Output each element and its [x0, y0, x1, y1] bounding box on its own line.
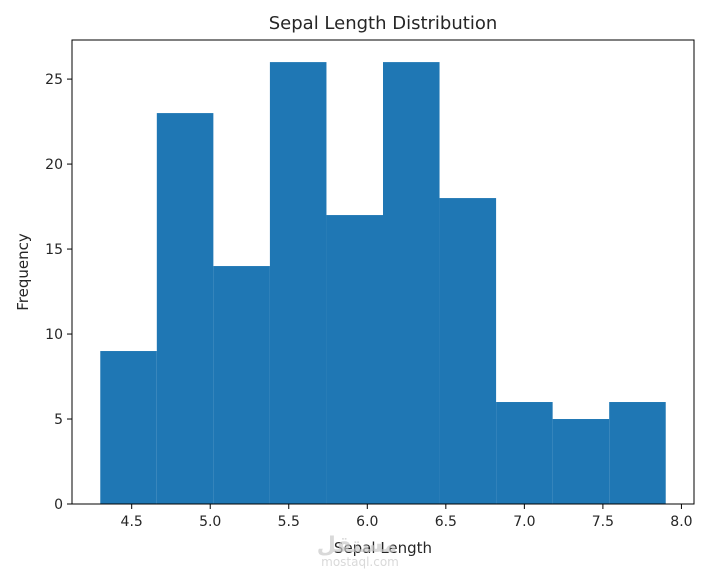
x-axis: 4.5 5.0 5.5 6.0 6.5 7.0 7.5 8.0	[121, 504, 693, 530]
y-tick-label: 0	[54, 497, 63, 513]
x-tick-label: 5.0	[199, 514, 221, 530]
histogram-bar	[326, 215, 383, 505]
x-tick-label: 6.5	[435, 514, 457, 530]
watermark-logo: مستقل	[317, 533, 397, 558]
x-tick-label: 7.0	[513, 514, 535, 530]
y-tick-label: 10	[45, 327, 63, 343]
y-tick-label: 20	[45, 157, 63, 173]
watermark: مستقل mostaql.com	[317, 533, 399, 569]
watermark-url: mostaql.com	[321, 555, 399, 569]
histogram-bar	[269, 62, 327, 504]
histogram-bar	[496, 402, 553, 504]
y-tick-label: 15	[45, 242, 63, 258]
chart-title: Sepal Length Distribution	[269, 13, 498, 34]
x-tick-label: 5.5	[278, 514, 300, 530]
histogram-bar	[156, 113, 214, 504]
histogram-bar	[213, 266, 270, 504]
histogram-bar	[439, 198, 497, 505]
plot-frame	[71, 39, 695, 505]
histogram-bar	[383, 62, 440, 504]
bars-group	[100, 62, 666, 505]
histogram-bar	[100, 351, 157, 504]
x-tick-label: 6.0	[356, 514, 378, 530]
y-tick-label: 25	[45, 72, 63, 88]
x-tick-label: 8.0	[670, 514, 692, 530]
x-tick-label: 7.5	[592, 514, 614, 530]
y-axis: 0 5 10 15 20 25	[45, 72, 72, 513]
y-tick-label: 5	[54, 412, 63, 428]
histogram-bar	[552, 419, 610, 504]
x-axis-title: Sepal Length	[334, 539, 432, 557]
y-axis-title: Frequency	[14, 233, 32, 311]
histogram-bar	[609, 402, 666, 504]
x-tick-label: 4.5	[121, 514, 143, 530]
